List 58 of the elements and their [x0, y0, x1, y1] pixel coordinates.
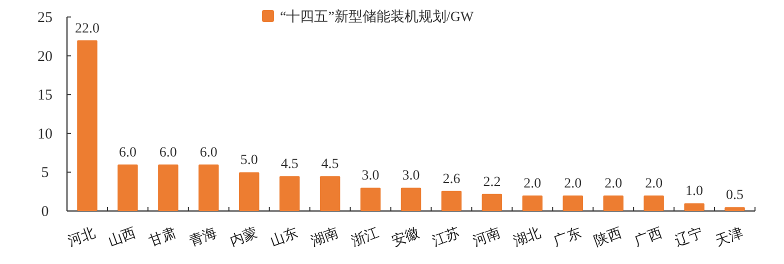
bar [482, 194, 502, 211]
bar [239, 172, 260, 211]
data-label: 0.5 [726, 188, 744, 204]
bar [77, 40, 98, 211]
bar [400, 188, 422, 211]
x-tick-label: 内蒙 [228, 224, 260, 250]
data-label: 3.0 [402, 168, 420, 184]
y-tick-label: 10 [38, 126, 52, 142]
data-label: 22.0 [74, 21, 100, 36]
bar [603, 195, 624, 211]
y-tick-label: 20 [38, 48, 52, 65]
bar [724, 207, 745, 211]
legend: “十四五”新型储能装机规划/GW [262, 10, 474, 25]
data-label: 2.0 [524, 176, 542, 192]
data-label: 6.0 [159, 145, 177, 160]
data-label: 6.0 [200, 145, 218, 160]
x-tick-label: 广西 [632, 224, 664, 250]
bar [644, 195, 664, 211]
data-label: 2.0 [604, 176, 622, 192]
x-tick-label: 山东 [268, 224, 300, 250]
bar [118, 164, 138, 211]
data-label: 5.0 [240, 153, 258, 168]
data-label: 2.6 [442, 172, 460, 187]
y-tick-label: 25 [38, 10, 52, 26]
x-tick-label: 甘肃 [146, 224, 179, 250]
x-tick-label: 天津 [714, 224, 746, 250]
x-tick-label: 陕西 [592, 224, 624, 250]
bar [441, 190, 462, 211]
data-label: 2.0 [645, 176, 663, 192]
x-tick-label: 江苏 [430, 224, 462, 250]
bar [562, 195, 583, 211]
y-tick-label: 5 [41, 165, 49, 182]
x-tick-label: 河南 [470, 224, 502, 250]
x-tick-label: 安徽 [390, 224, 422, 250]
bar [158, 164, 178, 211]
x-tick-label: 广东 [552, 224, 584, 250]
data-label: 2.2 [483, 174, 501, 190]
bar [684, 203, 704, 211]
bar [522, 195, 543, 211]
x-tick-label: 辽宁 [673, 224, 705, 250]
data-label: 6.0 [118, 145, 136, 160]
x-tick-label: 浙江 [349, 224, 382, 250]
x-tick-label: 山西 [106, 224, 138, 250]
data-label: 4.5 [321, 157, 339, 172]
x-tick-label: 湖北 [511, 224, 543, 250]
bar [279, 176, 300, 211]
data-label: 4.5 [280, 157, 298, 172]
bar [360, 188, 381, 211]
data-label: 3.0 [362, 168, 380, 184]
x-tick-label: 河北 [66, 224, 98, 250]
data-label: 1.0 [686, 184, 704, 200]
data-label: 2.0 [564, 176, 582, 192]
y-tick-label: 15 [38, 88, 52, 104]
x-tick-label: 青海 [187, 224, 220, 250]
y-tick-label: 0 [41, 204, 49, 220]
bar [198, 164, 219, 211]
bar [320, 176, 340, 211]
x-tick-label: 湖南 [308, 224, 341, 250]
